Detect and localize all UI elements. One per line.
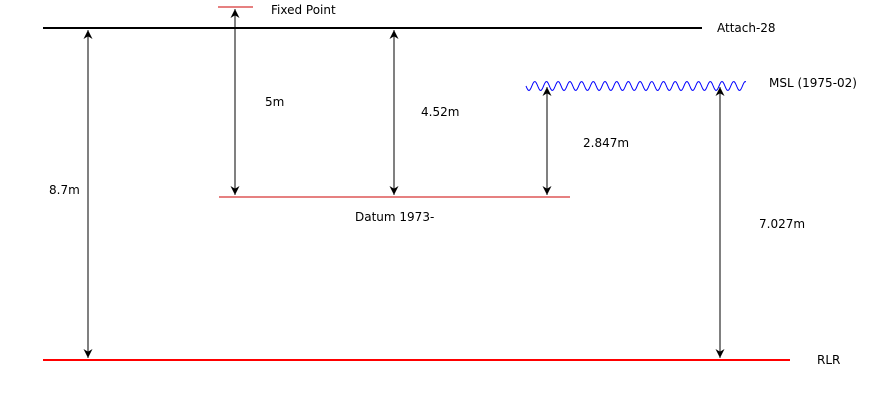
datum-to-msl-value: 2.847m bbox=[583, 136, 630, 150]
rlr-to-attach-value: 8.7m bbox=[49, 183, 80, 197]
msl-wave-line bbox=[525, 80, 747, 92]
datum-label: Datum 1973- bbox=[355, 210, 435, 224]
attach-label: Attach-28 bbox=[717, 21, 776, 35]
rlr-to-msl-value: 7.027m bbox=[759, 217, 806, 231]
datum-to-fixed-point-value: 5m bbox=[265, 95, 285, 109]
rlr-label: RLR bbox=[817, 353, 841, 367]
datum-to-attach-value: 4.52m bbox=[421, 105, 460, 119]
fixed-point-label: Fixed Point bbox=[271, 3, 336, 17]
msl-label: MSL (1975-02) bbox=[769, 76, 857, 90]
